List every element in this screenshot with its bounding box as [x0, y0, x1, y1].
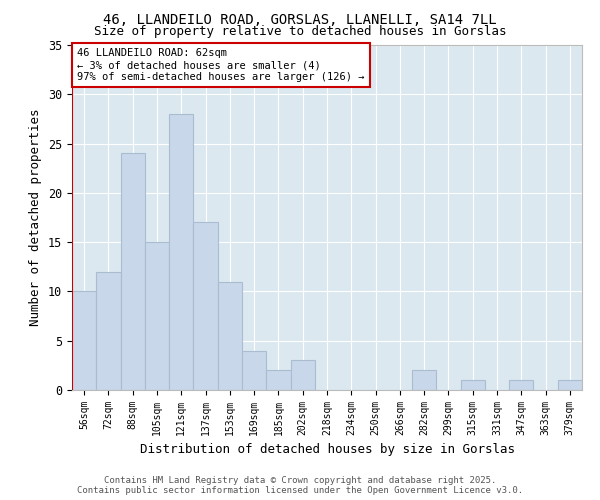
- Text: 46, LLANDEILO ROAD, GORSLAS, LLANELLI, SA14 7LL: 46, LLANDEILO ROAD, GORSLAS, LLANELLI, S…: [103, 12, 497, 26]
- Bar: [169, 114, 193, 390]
- Text: Contains HM Land Registry data © Crown copyright and database right 2025.
Contai: Contains HM Land Registry data © Crown c…: [77, 476, 523, 495]
- Bar: [509, 380, 533, 390]
- Text: 46 LLANDEILO ROAD: 62sqm
← 3% of detached houses are smaller (4)
97% of semi-det: 46 LLANDEILO ROAD: 62sqm ← 3% of detache…: [77, 48, 365, 82]
- Bar: [412, 370, 436, 390]
- Bar: [193, 222, 218, 390]
- Text: Size of property relative to detached houses in Gorslas: Size of property relative to detached ho…: [94, 25, 506, 38]
- Y-axis label: Number of detached properties: Number of detached properties: [29, 109, 43, 326]
- Bar: [266, 370, 290, 390]
- Bar: [121, 154, 145, 390]
- Bar: [218, 282, 242, 390]
- Bar: [461, 380, 485, 390]
- Bar: [558, 380, 582, 390]
- Bar: [72, 292, 96, 390]
- Bar: [96, 272, 121, 390]
- Bar: [145, 242, 169, 390]
- Bar: [242, 350, 266, 390]
- X-axis label: Distribution of detached houses by size in Gorslas: Distribution of detached houses by size …: [139, 444, 515, 456]
- Bar: [290, 360, 315, 390]
